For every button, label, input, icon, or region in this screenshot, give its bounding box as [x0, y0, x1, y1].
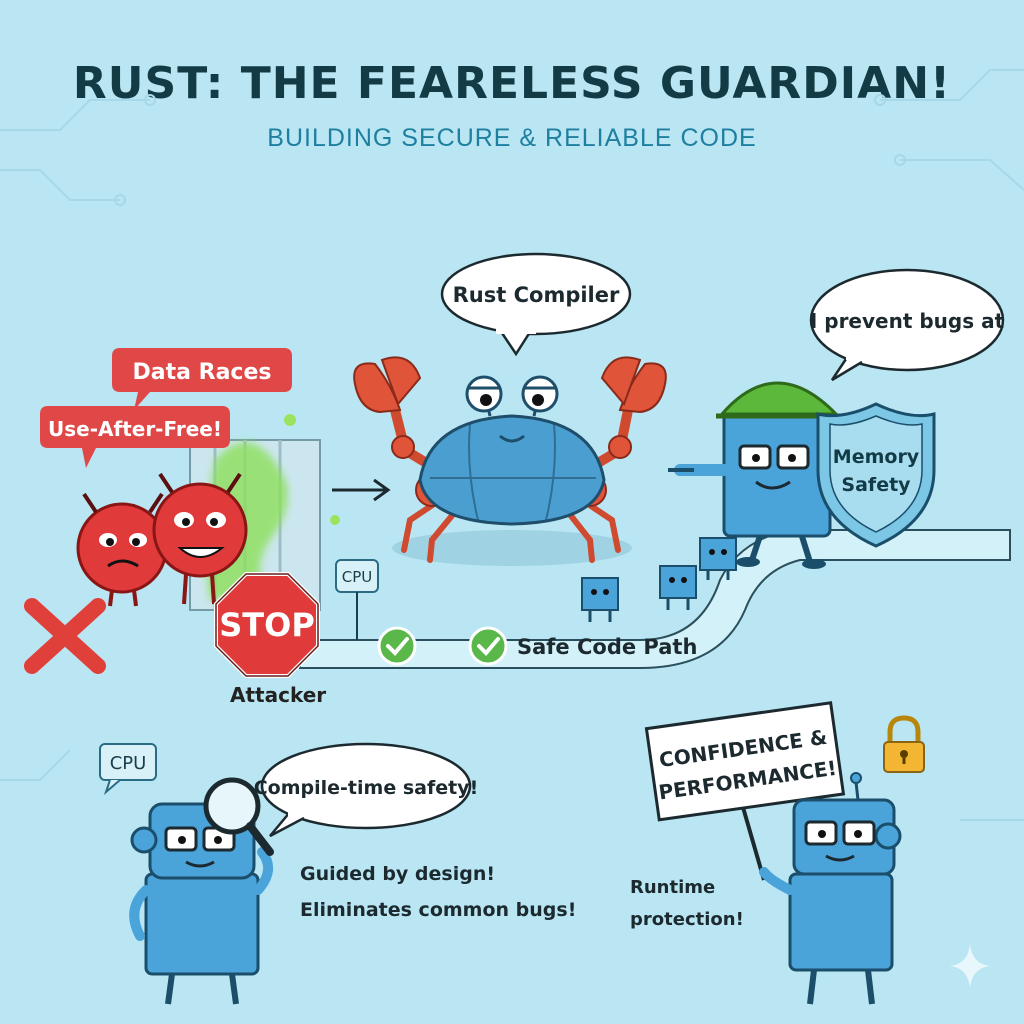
magnifier-icon	[203, 777, 274, 856]
stop-sign-icon: STOP	[214, 572, 320, 678]
data-races-tag: Data Races	[112, 348, 292, 410]
lock-icon	[883, 715, 925, 773]
rust-compiler-label: Rust Compiler	[453, 283, 620, 307]
data-races-label: Data Races	[133, 360, 272, 385]
page-title: RUST: THE FEARELESS GUARDIAN!	[72, 58, 952, 109]
eliminates-bugs-label: Eliminates common bugs!	[300, 899, 576, 921]
cube-helper	[581, 577, 619, 622]
rust-crab	[353, 356, 667, 566]
cpu-badge-top: CPU	[335, 559, 379, 640]
use-after-free-label: Use-After-Free!	[48, 417, 222, 441]
cpu-bottom-label: CPU	[110, 753, 147, 774]
prevent-bugs-label: I prevent bugs at	[810, 309, 1005, 333]
cpu-top-label: CPU	[342, 568, 373, 586]
stop-label: STOP	[219, 606, 315, 644]
page-subtitle: BUILDING SECURE & RELIABLE CODE	[267, 124, 757, 152]
bug-monster-right	[152, 472, 248, 605]
use-after-free-tag: Use-After-Free!	[40, 406, 230, 468]
shield-line2: Safety	[841, 474, 911, 496]
inspector-robot	[129, 802, 273, 1005]
bug-monster-left	[76, 492, 168, 607]
cube-helper	[659, 565, 697, 610]
check-icon	[468, 626, 508, 666]
guardian-robot	[668, 381, 846, 569]
compile-time-safety-label: Compile-time safety!	[254, 777, 479, 799]
safe-code-path-label: Safe Code Path	[517, 635, 697, 659]
cpu-badge-bottom: CPU	[99, 743, 157, 796]
attacker-label: Attacker	[230, 683, 326, 707]
confidence-sign: CONFIDENCE & PERFORMANCE!	[644, 701, 846, 881]
sign-robot	[759, 772, 902, 1005]
runtime-line1: Runtime	[630, 877, 715, 898]
compile-time-safety-bubble: Compile-time safety!	[254, 742, 479, 838]
arrow-icon	[332, 478, 391, 502]
prevent-bugs-bubble: I prevent bugs at	[809, 268, 1005, 382]
circuit-background	[0, 69, 1024, 821]
cube-helper	[699, 537, 737, 580]
check-icon	[377, 626, 417, 666]
guided-by-design-label: Guided by design!	[300, 863, 495, 885]
runtime-line2: protection!	[630, 909, 744, 930]
shield-line1: Memory	[833, 446, 920, 468]
rust-compiler-bubble: Rust Compiler	[440, 252, 632, 357]
safe-code-path-ribbon	[299, 529, 1011, 669]
memory-safety-shield: Memory Safety	[816, 402, 936, 548]
sparkle-icon	[950, 944, 990, 988]
red-x-icon	[24, 598, 106, 674]
